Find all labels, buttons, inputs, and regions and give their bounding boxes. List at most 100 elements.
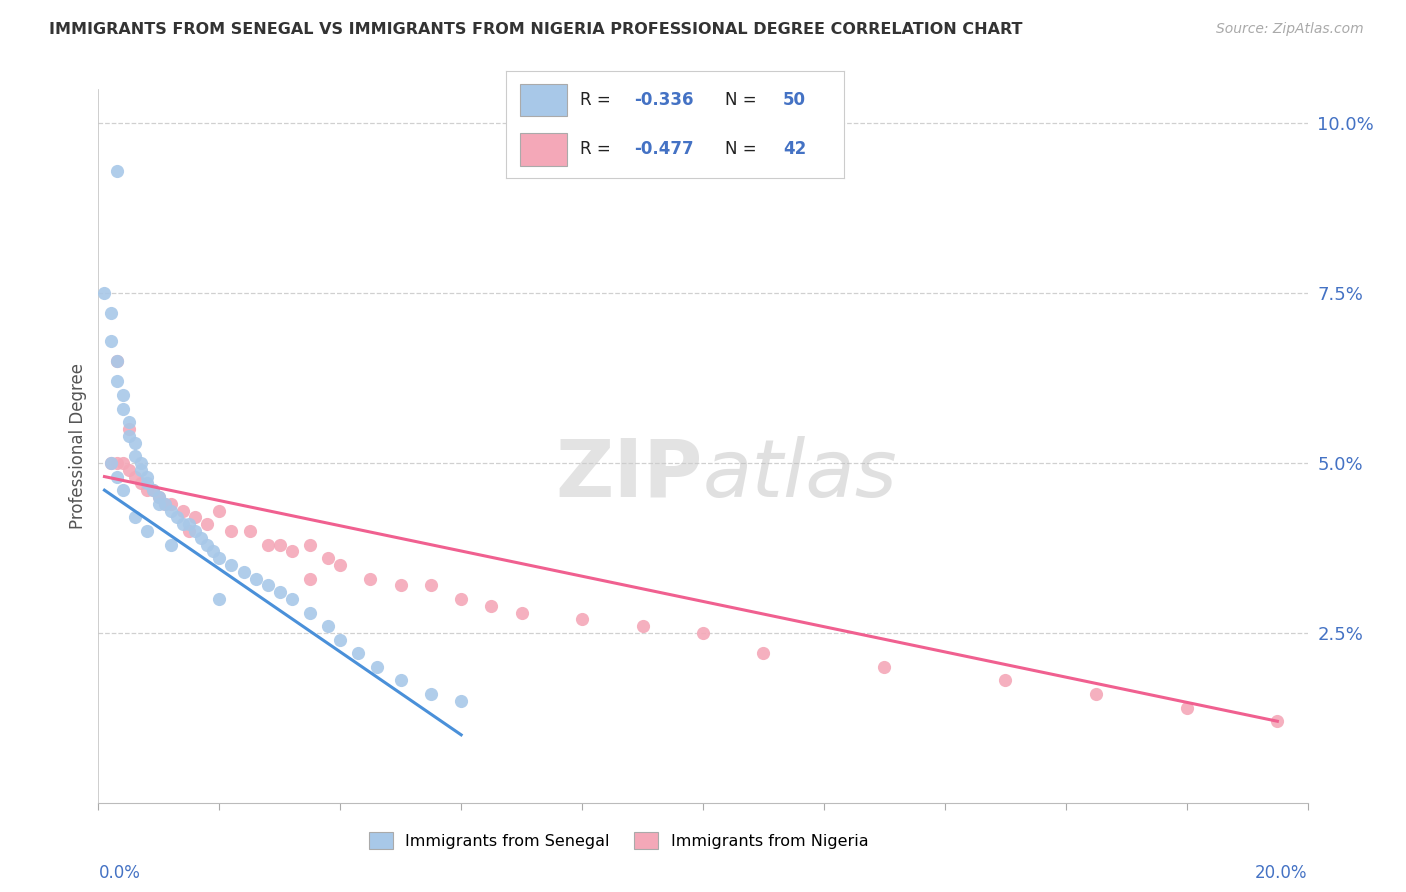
Point bbox=[195, 517, 218, 532]
Point bbox=[172, 503, 194, 517]
Point bbox=[148, 490, 170, 504]
Point bbox=[631, 619, 654, 633]
FancyBboxPatch shape bbox=[520, 134, 567, 166]
Point bbox=[329, 558, 352, 572]
Legend: Immigrants from Senegal, Immigrants from Nigeria: Immigrants from Senegal, Immigrants from… bbox=[363, 825, 875, 855]
Point bbox=[232, 565, 254, 579]
Point bbox=[347, 646, 370, 660]
Text: N =: N = bbox=[725, 141, 762, 159]
Point bbox=[208, 503, 231, 517]
Point bbox=[450, 694, 472, 708]
Point bbox=[153, 497, 176, 511]
Point bbox=[281, 544, 304, 558]
Point bbox=[153, 497, 176, 511]
Point bbox=[221, 558, 243, 572]
Point bbox=[100, 306, 122, 320]
Point bbox=[118, 429, 141, 443]
Text: -0.477: -0.477 bbox=[634, 141, 695, 159]
Point bbox=[1085, 687, 1108, 701]
Point bbox=[208, 551, 231, 566]
Text: atlas: atlas bbox=[703, 435, 898, 514]
Point bbox=[299, 572, 322, 586]
Point bbox=[184, 510, 207, 524]
Point bbox=[105, 456, 128, 470]
Point bbox=[111, 401, 134, 416]
Point bbox=[221, 524, 243, 538]
Point bbox=[269, 537, 291, 551]
Point bbox=[124, 469, 146, 483]
Text: N =: N = bbox=[725, 91, 762, 109]
Point bbox=[129, 463, 152, 477]
Point bbox=[510, 606, 533, 620]
Point bbox=[118, 415, 141, 429]
Point bbox=[135, 476, 157, 491]
Y-axis label: Professional Degree: Professional Degree bbox=[69, 363, 87, 529]
Text: ZIP: ZIP bbox=[555, 435, 703, 514]
Point bbox=[148, 490, 170, 504]
Text: R =: R = bbox=[581, 141, 616, 159]
Point bbox=[105, 354, 128, 368]
Point bbox=[135, 483, 157, 498]
Text: R =: R = bbox=[581, 91, 616, 109]
Point bbox=[179, 524, 201, 538]
Point bbox=[105, 469, 128, 483]
Point bbox=[111, 483, 134, 498]
Point bbox=[118, 463, 141, 477]
Text: IMMIGRANTS FROM SENEGAL VS IMMIGRANTS FROM NIGERIA PROFESSIONAL DEGREE CORRELATI: IMMIGRANTS FROM SENEGAL VS IMMIGRANTS FR… bbox=[49, 22, 1022, 37]
Point bbox=[873, 660, 896, 674]
Point bbox=[172, 517, 194, 532]
Point bbox=[100, 456, 122, 470]
Point bbox=[105, 163, 128, 178]
Point bbox=[124, 449, 146, 463]
Point bbox=[190, 531, 212, 545]
Point bbox=[111, 388, 134, 402]
Point bbox=[111, 456, 134, 470]
Point bbox=[142, 483, 165, 498]
Point bbox=[571, 612, 593, 626]
Point bbox=[316, 619, 339, 633]
Point bbox=[269, 585, 291, 599]
Point bbox=[316, 551, 339, 566]
Point bbox=[239, 524, 262, 538]
Point bbox=[179, 517, 201, 532]
Point bbox=[166, 510, 188, 524]
Point bbox=[142, 483, 165, 498]
Point bbox=[135, 469, 157, 483]
Point bbox=[160, 497, 183, 511]
Point bbox=[160, 537, 183, 551]
Point bbox=[329, 632, 352, 647]
Point bbox=[245, 572, 267, 586]
Point bbox=[129, 456, 152, 470]
Point bbox=[124, 510, 146, 524]
Text: 50: 50 bbox=[783, 91, 806, 109]
Point bbox=[450, 591, 472, 606]
Point bbox=[1175, 700, 1198, 714]
Point bbox=[195, 537, 218, 551]
Point bbox=[105, 354, 128, 368]
Point bbox=[299, 606, 322, 620]
Point bbox=[100, 456, 122, 470]
Point bbox=[124, 435, 146, 450]
Point bbox=[360, 572, 382, 586]
Point bbox=[148, 497, 170, 511]
Point bbox=[100, 334, 122, 348]
Point bbox=[481, 599, 503, 613]
FancyBboxPatch shape bbox=[520, 84, 567, 116]
Point bbox=[420, 687, 443, 701]
Point bbox=[160, 503, 183, 517]
Point bbox=[184, 524, 207, 538]
Point bbox=[752, 646, 775, 660]
Text: Source: ZipAtlas.com: Source: ZipAtlas.com bbox=[1216, 22, 1364, 37]
Point bbox=[420, 578, 443, 592]
Text: 20.0%: 20.0% bbox=[1256, 864, 1308, 882]
Point bbox=[105, 375, 128, 389]
Point bbox=[93, 286, 115, 301]
Point bbox=[281, 591, 304, 606]
Point bbox=[256, 537, 278, 551]
Point bbox=[202, 544, 225, 558]
Point bbox=[118, 422, 141, 436]
Point bbox=[135, 524, 157, 538]
Point bbox=[299, 537, 322, 551]
Point bbox=[692, 626, 714, 640]
Point bbox=[389, 578, 412, 592]
